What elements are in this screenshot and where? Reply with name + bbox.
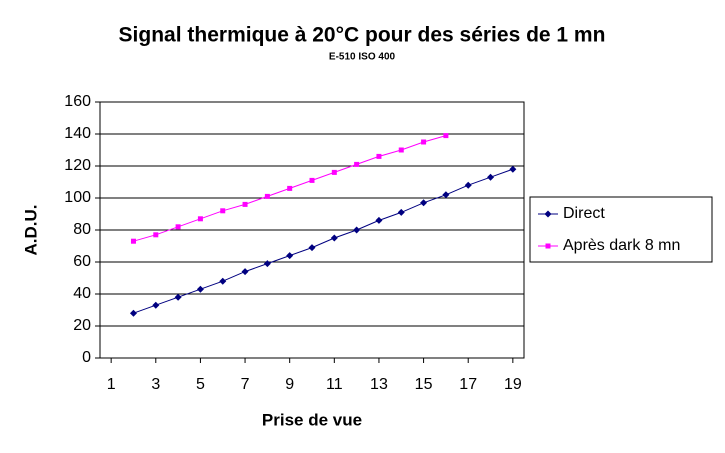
data-point: [287, 185, 293, 191]
x-tick-label: 13: [370, 376, 388, 393]
x-tick-label: 15: [415, 376, 433, 393]
data-point: [153, 232, 159, 238]
legend-label: Après dark 8 mn: [563, 237, 680, 254]
data-point: [241, 268, 249, 276]
y-tick-label: 80: [73, 221, 91, 238]
x-tick-label: 5: [196, 376, 205, 393]
data-point: [309, 177, 315, 183]
y-tick-label: 160: [64, 93, 91, 110]
data-point: [509, 165, 517, 173]
data-point: [220, 208, 226, 214]
chart-title: Signal thermique à 20°C pour des séries …: [119, 24, 606, 47]
data-point: [197, 216, 203, 222]
x-tick-label: 3: [151, 376, 160, 393]
data-point: [308, 244, 316, 252]
data-point: [420, 199, 428, 207]
data-point: [130, 238, 136, 244]
y-tick-label: 60: [73, 253, 91, 270]
legend-box: [529, 196, 713, 263]
data-point: [175, 224, 181, 230]
data-point: [286, 252, 294, 260]
x-tick-label: 9: [285, 376, 294, 393]
legend-label: Direct: [563, 205, 605, 222]
data-point: [397, 208, 405, 216]
data-point: [442, 191, 450, 199]
data-point: [196, 285, 204, 293]
x-axis-label: Prise de vue: [262, 410, 362, 429]
y-tick-label: 40: [73, 285, 91, 302]
data-point: [443, 133, 449, 139]
data-point: [129, 309, 137, 317]
x-tick-label: 1: [107, 376, 116, 393]
legend-marker: [545, 243, 551, 249]
data-point: [264, 193, 270, 199]
x-tick-label: 17: [459, 376, 477, 393]
data-point: [464, 181, 472, 189]
data-point: [376, 153, 382, 159]
y-tick-label: 140: [64, 125, 91, 142]
data-point: [174, 293, 182, 301]
data-point: [242, 201, 248, 207]
data-point: [398, 147, 404, 153]
data-point: [331, 169, 337, 175]
data-point: [353, 226, 361, 234]
data-point: [354, 161, 360, 167]
y-tick-label: 100: [64, 189, 91, 206]
y-axis-label: A.D.U.: [21, 205, 40, 256]
data-point: [263, 260, 271, 268]
data-point: [421, 139, 427, 145]
y-tick-label: 0: [82, 349, 91, 366]
chart-subtitle: E-510 ISO 400: [329, 52, 396, 63]
x-tick-label: 7: [241, 376, 250, 393]
data-point: [375, 216, 383, 224]
y-tick-label: 20: [73, 317, 91, 334]
legend-marker: [544, 210, 552, 218]
y-tick-label: 120: [64, 157, 91, 174]
data-point: [487, 173, 495, 181]
data-point: [219, 277, 227, 285]
data-point: [330, 234, 338, 242]
data-point: [152, 301, 160, 309]
x-tick-label: 11: [326, 376, 343, 393]
x-tick-label: 19: [504, 376, 522, 393]
series-line: [133, 168, 514, 314]
